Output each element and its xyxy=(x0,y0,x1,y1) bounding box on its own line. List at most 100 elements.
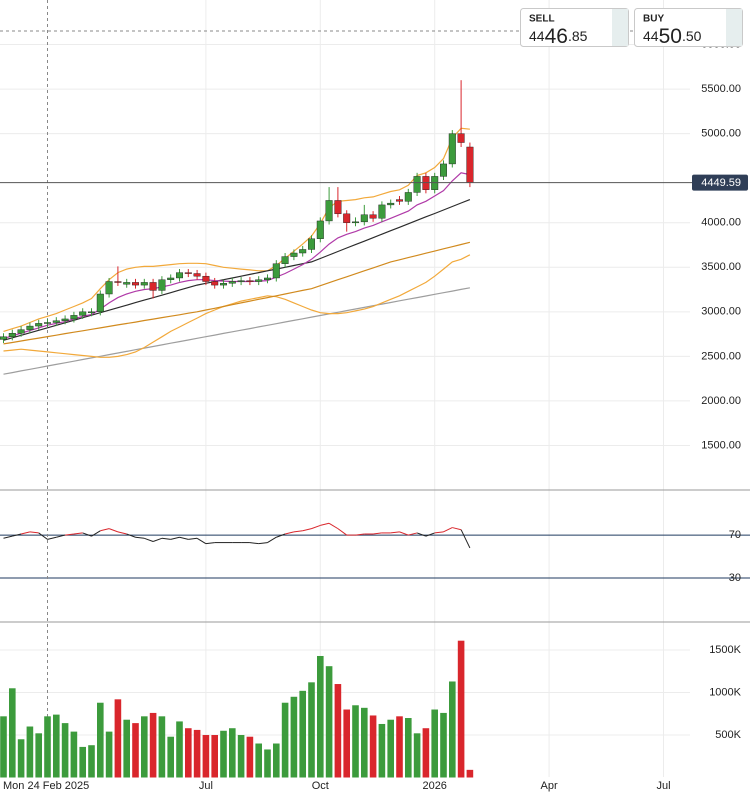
rsi-segment xyxy=(373,532,382,535)
rsi-segment xyxy=(416,532,427,537)
candle-body xyxy=(175,272,183,279)
volume-bar xyxy=(105,731,113,778)
candle-body xyxy=(87,311,95,314)
volume-bar xyxy=(308,682,315,778)
rsi-segment xyxy=(355,533,365,536)
rsi-segment xyxy=(284,531,295,535)
rsi-segment xyxy=(302,528,312,532)
candle-body xyxy=(246,280,254,282)
volume-bar xyxy=(220,730,227,778)
rsi-segment xyxy=(196,537,207,545)
candle-body xyxy=(325,200,333,222)
rsi-segment xyxy=(179,536,189,540)
volume-bar xyxy=(61,723,69,778)
buy-box[interactable]: BUY 4450.50 xyxy=(634,8,743,48)
rsi-segment xyxy=(20,531,31,535)
sell-price-part: 46 xyxy=(545,25,568,48)
volume-bar xyxy=(325,666,333,778)
buy-price: 4450.50 xyxy=(643,25,702,48)
crosshair-date-label: Mon 24 Feb 2025 xyxy=(3,780,89,792)
sell-box-frame xyxy=(520,8,629,47)
y-tick-label: 2500.00 xyxy=(701,350,741,362)
x-tick-label: Jul xyxy=(199,780,213,792)
rsi-segment xyxy=(29,531,39,534)
rsi-segment xyxy=(108,528,119,533)
rsi-tick-label: 30 xyxy=(729,572,741,584)
rsi-segment xyxy=(100,528,110,532)
candle-body xyxy=(0,336,7,340)
candle-body xyxy=(193,273,201,277)
volume-bar xyxy=(193,729,201,778)
buy-box-side xyxy=(726,9,742,46)
y-tick-label: 4000.00 xyxy=(701,217,741,229)
volume-bar xyxy=(158,716,166,778)
rsi-segment xyxy=(56,534,66,538)
sell-box[interactable]: SELL 4446.85 xyxy=(520,8,629,48)
rsi-segment xyxy=(408,532,418,536)
buy-price-part: .50 xyxy=(682,28,702,44)
candle-body xyxy=(352,221,360,224)
candle-body xyxy=(281,256,289,264)
x-tick-label: Oct xyxy=(312,780,329,792)
candle-body xyxy=(237,280,245,282)
candle-body xyxy=(457,133,465,143)
volume-bar xyxy=(237,735,245,778)
buy-box-frame xyxy=(634,8,743,47)
volume-bar xyxy=(132,723,139,778)
y-tick-label: 5500.00 xyxy=(701,83,741,95)
rsi-segment xyxy=(65,533,74,536)
rsi-segment xyxy=(249,542,259,545)
candle-body xyxy=(396,199,404,202)
rsi-segment xyxy=(38,532,48,540)
rsi-segment xyxy=(47,536,57,540)
volume-bar xyxy=(255,743,262,778)
candle-body xyxy=(219,283,227,286)
volume-bar xyxy=(387,719,394,778)
volume-bar xyxy=(343,709,350,778)
candle-body xyxy=(167,277,175,280)
rsi-segment xyxy=(452,527,462,531)
volume-bar xyxy=(405,718,412,778)
volume-bar xyxy=(457,640,465,778)
volume-bar xyxy=(114,699,122,778)
candle-body xyxy=(264,277,272,280)
candle-body xyxy=(334,200,342,215)
x-tick-label: 2026 xyxy=(422,780,446,792)
sell-price-part: 44 xyxy=(529,28,545,44)
overlay-line xyxy=(3,241,471,345)
rsi-segment xyxy=(126,533,136,538)
overlay-line xyxy=(3,127,470,332)
rsi-segment xyxy=(144,537,154,542)
volume-bar xyxy=(361,707,368,778)
candle-body xyxy=(140,282,148,286)
volume-bar xyxy=(123,719,130,778)
volume-bar xyxy=(97,702,104,778)
volume-bar xyxy=(202,735,210,778)
sell-box-side xyxy=(612,9,628,46)
candle-body xyxy=(26,325,34,330)
buy-price-part: 44 xyxy=(643,28,659,44)
candle-body xyxy=(255,279,263,282)
y-tick-label: 1500.00 xyxy=(701,439,741,451)
volume-bar xyxy=(422,728,430,778)
buy-price-part: 50 xyxy=(659,25,682,48)
current-price-box xyxy=(692,174,748,191)
current-price-label: 4449.59 xyxy=(701,177,741,189)
rsi-segment xyxy=(328,522,339,530)
rsi-segment xyxy=(82,532,92,537)
overlay-line xyxy=(3,172,471,340)
candle-body xyxy=(105,281,113,295)
rsi-segment xyxy=(161,537,171,540)
candle-body xyxy=(360,214,368,223)
volume-bar xyxy=(35,733,42,778)
candle-body xyxy=(290,252,298,257)
sell-label: SELL xyxy=(529,14,555,25)
buy-label: BUY xyxy=(643,14,664,25)
candle-body xyxy=(448,133,456,165)
volume-bar xyxy=(352,705,359,778)
volume-bar xyxy=(229,728,236,778)
volume-tick-label: 1000K xyxy=(709,686,741,698)
candle-body xyxy=(440,163,448,177)
candle-body xyxy=(211,281,219,286)
candle-body xyxy=(272,263,280,279)
